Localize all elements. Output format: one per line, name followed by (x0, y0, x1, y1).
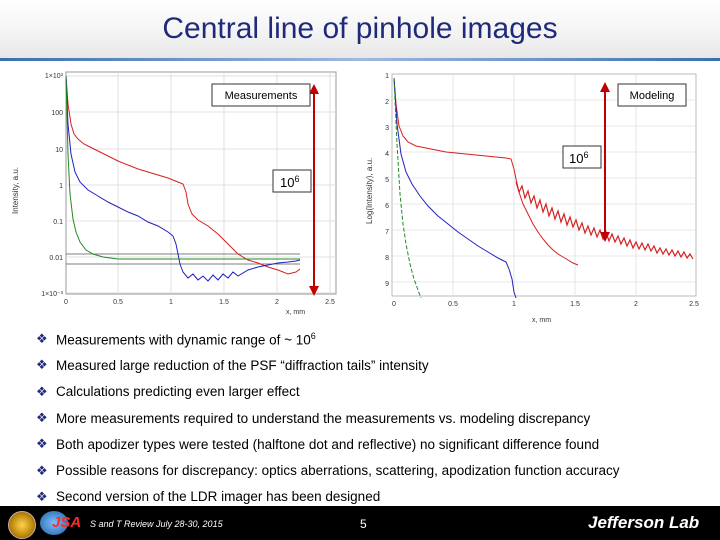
series-green-curve (65, 75, 300, 260)
y-tick-label: 7 (385, 229, 389, 236)
slide-title: Central line of pinhole images (162, 12, 558, 45)
bullet-list: ❖ Measurements with dynamic range of ~ 10… (36, 326, 706, 510)
bullet-item: ❖ More measurements required to understan… (36, 405, 706, 431)
series-green-curve (393, 77, 422, 299)
x-tick-label: 0 (64, 299, 68, 306)
y-tick-label: 1 (385, 73, 389, 80)
jsa-globe-icon (40, 511, 68, 535)
modeling-label: Modeling (630, 90, 675, 102)
bullet-item: ❖ Both apodizer types were tested (halfto… (36, 431, 706, 457)
x-tick-label: 1 (169, 299, 173, 306)
bullet-item: ❖ Calculations predicting even larger eff… (36, 379, 706, 405)
bullet-text: Possible reasons for discrepancy: optics… (56, 463, 620, 479)
page-number: 5 (360, 517, 367, 531)
bullet-mark-icon: ❖ (36, 410, 48, 426)
measurements-plot: 1×10³ 100 10 1 0.1 0.01 1×10⁻³ 0 0.5 1 1… (8, 64, 346, 316)
bullet-item: ❖ Possible reasons for discrepancy: optic… (36, 457, 706, 483)
y-tick-label: 1×10⁻³ (41, 291, 63, 298)
bullet-text: Calculations predicting even larger effe… (56, 384, 300, 400)
footer-event: S and T Review July 28-30, 2015 (90, 519, 223, 529)
bullet-mark-icon: ❖ (36, 357, 48, 373)
title-rule (0, 58, 720, 61)
range-label: 106 (569, 150, 588, 166)
y-tick-label: 0.01 (49, 255, 63, 262)
bullet-mark-icon: ❖ (36, 383, 48, 399)
x-tick-label: 1 (512, 301, 516, 308)
range-label-box (562, 145, 602, 169)
x-tick-label: 2.5 (325, 299, 335, 306)
modeling-plot: 1 2 3 4 5 6 7 8 9 0 0.5 1 1.5 2 2.5 x, m… (356, 64, 708, 326)
left-y-ticks: 1×10³ 100 10 1 0.1 0.01 1×10⁻³ (41, 73, 63, 298)
y-axis-label: Log(Intensity), a.u. (365, 158, 374, 224)
x-axis-label: x, mm (532, 317, 551, 324)
x-tick-label: 1.5 (570, 301, 580, 308)
y-tick-label: 3 (385, 125, 389, 132)
bullet-text: Measurements with dynamic range of ~ 106 (56, 330, 316, 348)
x-tick-label: 0 (392, 301, 396, 308)
x-tick-label: 0.5 (113, 299, 123, 306)
bullet-text: Measured large reduction of the PSF “dif… (56, 357, 429, 373)
plot-frame (391, 73, 697, 297)
bullet-text: Second version of the LDR imager has bee… (56, 489, 381, 505)
y-tick-label: 5 (385, 177, 389, 184)
jsa-logo-icon: JSA (52, 514, 82, 531)
x-axis-label: x, mm (286, 309, 305, 316)
x-tick-label: 2 (634, 301, 638, 308)
doe-seal-icon (8, 511, 36, 539)
bullet-item: ❖ Measured large reduction of the PSF “di… (36, 352, 706, 378)
bullet-mark-icon: ❖ (36, 488, 48, 504)
range-label: 106 (280, 174, 299, 190)
y-tick-label: 6 (385, 203, 389, 210)
series-blue-curve (393, 77, 517, 299)
x-tick-label: 2 (275, 299, 279, 306)
y-tick-label: 100 (51, 110, 63, 117)
x-tick-label: 2.5 (689, 301, 699, 308)
measurements-label-box (211, 83, 311, 107)
y-tick-label: 1 (59, 183, 63, 190)
right-y-ticks: 1 2 3 4 5 6 7 8 9 (385, 73, 389, 288)
bullet-item: ❖ Second version of the LDR imager has be… (36, 484, 706, 510)
range-label-box (272, 169, 312, 193)
y-tick-label: 8 (385, 255, 389, 262)
bullet-mark-icon: ❖ (36, 331, 48, 347)
gridlines (66, 72, 336, 294)
x-tick-label: 0.5 (448, 301, 458, 308)
series-red-curve (393, 77, 579, 266)
bullet-item: ❖ Measurements with dynamic range of ~ 10… (36, 326, 706, 352)
modeling-label-box (617, 83, 687, 107)
bullet-text: More measurements required to understand… (56, 410, 591, 426)
y-tick-label: 1×10³ (45, 73, 64, 80)
jefferson-lab-logo: Jefferson Lab (588, 513, 700, 532)
y-tick-label: 10 (55, 147, 63, 154)
y-axis-label: Intensity, a.u. (11, 167, 20, 214)
y-tick-label: 9 (385, 281, 389, 288)
footer-bar: JSA S and T Review July 28-30, 2015 5 Je… (0, 506, 720, 540)
bullet-text: Both apodizer types were tested (halfton… (56, 436, 600, 452)
bullet-mark-icon: ❖ (36, 436, 48, 452)
series-red-curve (65, 75, 301, 275)
y-tick-label: 4 (385, 151, 389, 158)
title-band (0, 0, 720, 60)
right-x-ticks: 0 0.5 1 1.5 2 2.5 (392, 301, 699, 308)
series-blue-curve (65, 75, 301, 282)
dynamic-range-arrow (600, 82, 610, 242)
y-tick-label: 2 (385, 99, 389, 106)
bullet-mark-icon: ❖ (36, 462, 48, 478)
x-tick-label: 1.5 (219, 299, 229, 306)
measurements-label: Measurements (225, 90, 298, 102)
dynamic-range-arrow (309, 84, 319, 296)
left-x-ticks: 0 0.5 1 1.5 2 2.5 (64, 299, 335, 306)
y-tick-label: 0.1 (53, 219, 63, 226)
